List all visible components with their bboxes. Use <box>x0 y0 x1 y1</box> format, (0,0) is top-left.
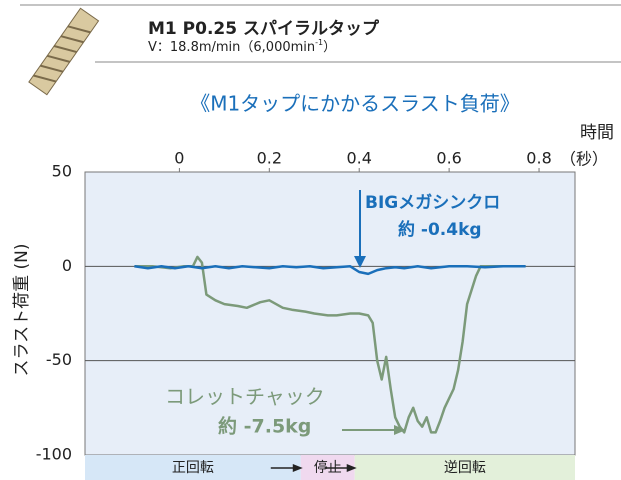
x-tick-label: 0.8 <box>526 149 551 168</box>
header-subtitle: V：18.8m/min（6,000min-1） <box>148 38 336 55</box>
legend-label: コレットチャック <box>165 385 325 409</box>
y-tick-label: 0 <box>62 256 72 275</box>
y-tick-label: -50 <box>46 350 72 369</box>
subtitle-end: ） <box>323 40 336 55</box>
subtitle-text: V：18.8m/min（6,000min <box>148 40 315 55</box>
x-axis-label: 時間 <box>580 123 614 143</box>
annotation: 約 -7.5kg <box>218 415 311 438</box>
plot-area <box>85 172 575 455</box>
x-tick-label: 0.2 <box>257 149 282 168</box>
legend-label: BIGメガシンクロ <box>365 193 500 213</box>
header-title: M1 P0.25 スパイラルタップ <box>148 18 380 39</box>
x-axis-unit: （秒） <box>560 150 608 169</box>
page: M1 P0.25 スパイラルタップ V：18.8m/min（6,000min-1… <box>0 0 621 480</box>
y-tick-label: 50 <box>52 162 72 181</box>
tap-icon <box>29 8 99 94</box>
subtitle-sup: -1 <box>315 38 323 47</box>
phase-label: 逆回転 <box>444 460 486 476</box>
x-tick-label: 0.6 <box>436 149 461 168</box>
chart: M1 P0.25 スパイラルタップ V：18.8m/min（6,000min-1… <box>0 0 621 480</box>
x-tick-label: 0 <box>174 149 184 168</box>
annotation: 約 -0.4kg <box>398 219 482 240</box>
y-axis-label: スラスト荷重 (N) <box>12 243 32 376</box>
chart-title: 《M1タップにかかるスラスト負荷》 <box>190 92 520 116</box>
x-tick-label: 0.4 <box>346 149 371 168</box>
y-tick-label: -100 <box>36 445 72 464</box>
phase-label: 正回転 <box>172 460 214 476</box>
